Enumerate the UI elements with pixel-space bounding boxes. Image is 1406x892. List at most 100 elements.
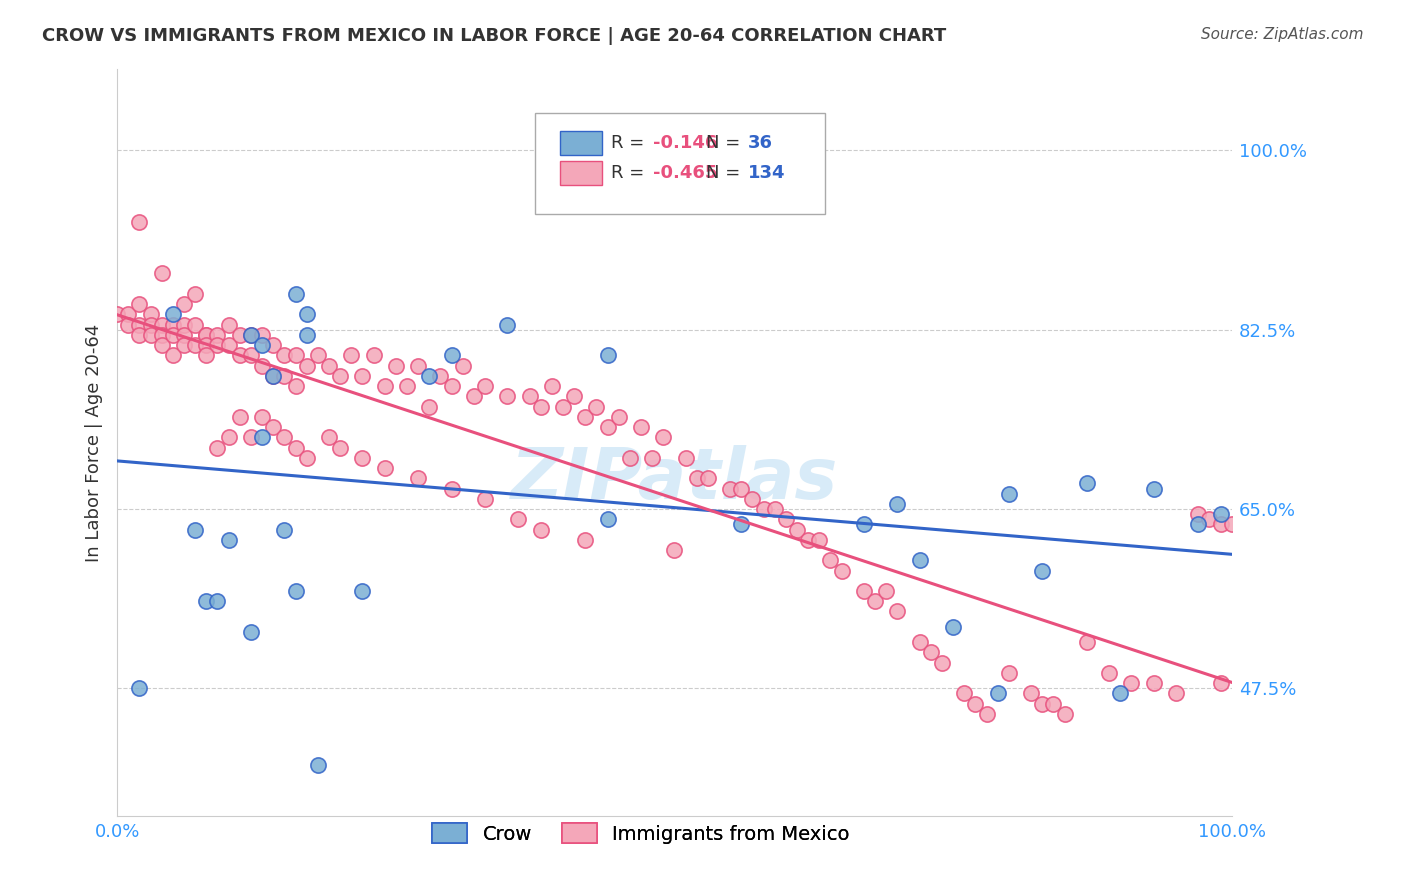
Point bbox=[229, 409, 252, 424]
Point bbox=[664, 543, 686, 558]
Point bbox=[239, 624, 262, 639]
Point bbox=[184, 523, 207, 537]
Point bbox=[295, 327, 318, 342]
Point bbox=[162, 327, 184, 342]
Point bbox=[987, 686, 1010, 700]
Point bbox=[886, 605, 908, 619]
Point bbox=[239, 348, 262, 362]
Point bbox=[540, 379, 562, 393]
Point bbox=[363, 348, 385, 362]
Point bbox=[786, 523, 808, 537]
Point bbox=[763, 502, 786, 516]
Point bbox=[284, 379, 307, 393]
Point bbox=[908, 553, 931, 567]
Point bbox=[440, 379, 463, 393]
Point bbox=[295, 307, 318, 321]
Point bbox=[184, 338, 207, 352]
Point bbox=[1164, 686, 1187, 700]
Point bbox=[886, 497, 908, 511]
Point bbox=[250, 430, 273, 444]
Point bbox=[797, 533, 820, 547]
Point bbox=[273, 368, 295, 383]
Point bbox=[162, 307, 184, 321]
Point bbox=[162, 348, 184, 362]
Text: 36: 36 bbox=[748, 135, 773, 153]
Point bbox=[863, 594, 886, 608]
Text: N =: N = bbox=[706, 164, 745, 182]
Legend: Crow, Immigrants from Mexico: Crow, Immigrants from Mexico bbox=[425, 815, 858, 852]
Point bbox=[519, 389, 541, 403]
Point bbox=[195, 348, 218, 362]
Point bbox=[374, 461, 396, 475]
Point bbox=[385, 359, 408, 373]
Point bbox=[406, 471, 429, 485]
Point bbox=[273, 348, 295, 362]
Point bbox=[831, 564, 853, 578]
Point bbox=[474, 379, 496, 393]
Point bbox=[250, 327, 273, 342]
Point bbox=[1076, 476, 1098, 491]
Point bbox=[585, 400, 607, 414]
Point bbox=[451, 359, 474, 373]
Point bbox=[150, 327, 173, 342]
Text: -0.146: -0.146 bbox=[654, 135, 717, 153]
Point bbox=[207, 441, 229, 455]
Point bbox=[318, 359, 340, 373]
Point bbox=[195, 327, 218, 342]
Point bbox=[173, 297, 195, 311]
Point bbox=[686, 471, 709, 485]
Point bbox=[218, 430, 240, 444]
Point bbox=[474, 491, 496, 506]
Point bbox=[262, 420, 284, 434]
Point bbox=[105, 307, 128, 321]
Point bbox=[820, 553, 842, 567]
Point bbox=[619, 450, 641, 465]
Point bbox=[229, 327, 252, 342]
Point bbox=[139, 318, 162, 332]
Point bbox=[295, 359, 318, 373]
Point bbox=[195, 338, 218, 352]
Point bbox=[596, 348, 619, 362]
Point bbox=[184, 318, 207, 332]
Point bbox=[128, 297, 150, 311]
Point bbox=[150, 318, 173, 332]
Point bbox=[976, 706, 998, 721]
Point bbox=[117, 307, 139, 321]
Point bbox=[150, 267, 173, 281]
Point bbox=[239, 327, 262, 342]
Point bbox=[1209, 676, 1232, 690]
Point bbox=[352, 368, 374, 383]
Point bbox=[262, 368, 284, 383]
Point bbox=[496, 389, 519, 403]
Point bbox=[574, 533, 596, 547]
Point bbox=[596, 420, 619, 434]
Point bbox=[574, 409, 596, 424]
Point bbox=[218, 533, 240, 547]
Point bbox=[284, 441, 307, 455]
Point bbox=[440, 482, 463, 496]
Point bbox=[273, 523, 295, 537]
Point bbox=[997, 486, 1019, 500]
Point bbox=[250, 359, 273, 373]
Point bbox=[1053, 706, 1076, 721]
Point bbox=[218, 318, 240, 332]
Point bbox=[997, 665, 1019, 680]
Point bbox=[195, 327, 218, 342]
Point bbox=[239, 430, 262, 444]
Text: ZIPatlas: ZIPatlas bbox=[510, 445, 838, 515]
Point bbox=[718, 482, 741, 496]
Point bbox=[250, 409, 273, 424]
Text: R =: R = bbox=[612, 135, 650, 153]
Point bbox=[1209, 517, 1232, 532]
Point bbox=[1121, 676, 1143, 690]
Point bbox=[908, 635, 931, 649]
FancyBboxPatch shape bbox=[560, 161, 602, 186]
Point bbox=[262, 368, 284, 383]
Point bbox=[942, 620, 965, 634]
Point bbox=[418, 368, 440, 383]
Point bbox=[508, 512, 530, 526]
Point bbox=[752, 502, 775, 516]
Point bbox=[284, 286, 307, 301]
Point bbox=[852, 584, 875, 599]
Point bbox=[675, 450, 697, 465]
